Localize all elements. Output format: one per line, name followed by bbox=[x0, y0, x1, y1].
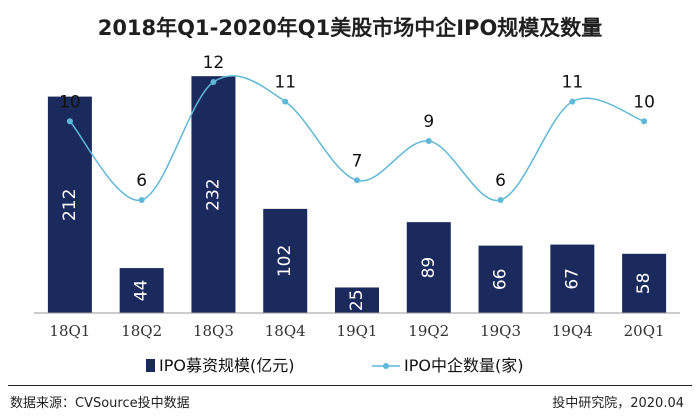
line-point bbox=[354, 177, 360, 184]
source-note: 数据来源：CVSource投中数据 bbox=[10, 396, 190, 411]
bar bbox=[406, 222, 451, 313]
legend-line-label: IPO中企数量(家) bbox=[404, 356, 523, 375]
line-value-label: 9 bbox=[423, 112, 434, 132]
bar bbox=[119, 268, 164, 313]
bar-value-label: 67 bbox=[562, 268, 582, 290]
x-tick-label: 19Q4 bbox=[552, 322, 593, 340]
line-value-label: 6 bbox=[136, 171, 147, 191]
x-tick-label: 18Q2 bbox=[121, 322, 162, 340]
bar-value-label: 212 bbox=[60, 189, 80, 221]
bar-value-label: 25 bbox=[347, 289, 367, 311]
line-value-labels: 10 6 12 11 7 9 6 11 10 bbox=[59, 53, 655, 191]
bar-value-labels: 212 44 232 102 25 89 66 67 58 bbox=[60, 178, 654, 311]
bar-value-label: 232 bbox=[203, 178, 223, 210]
bar bbox=[478, 245, 523, 313]
line-value-label: 11 bbox=[562, 73, 584, 93]
line-point bbox=[425, 137, 432, 144]
bar bbox=[263, 208, 308, 313]
bar-series bbox=[47, 76, 667, 314]
line-point bbox=[138, 196, 145, 203]
line-value-label: 11 bbox=[274, 73, 296, 93]
bar bbox=[550, 244, 595, 313]
line-point bbox=[497, 196, 504, 203]
bar bbox=[47, 96, 92, 313]
bar-value-label: 44 bbox=[132, 280, 152, 302]
x-tick-label: 18Q3 bbox=[193, 322, 234, 340]
x-tick-label: 18Q4 bbox=[265, 322, 306, 340]
line-point bbox=[282, 98, 289, 105]
chart-title: 2018年Q1-2020年Q1美股市场中企IPO规模及数量 bbox=[97, 16, 603, 40]
line-value-label: 12 bbox=[203, 53, 225, 73]
line-value-label: 7 bbox=[352, 151, 363, 171]
line-value-label: 6 bbox=[495, 171, 506, 191]
legend-bar-label: IPO募资规模(亿元) bbox=[159, 356, 294, 375]
line-point bbox=[641, 118, 648, 125]
bar-value-label: 102 bbox=[275, 245, 295, 277]
x-tick-label: 18Q1 bbox=[49, 322, 90, 340]
bar bbox=[191, 76, 236, 314]
x-tick-label: 19Q2 bbox=[408, 322, 449, 340]
line-point bbox=[66, 118, 73, 125]
x-tick-labels: 18Q1 18Q2 18Q3 18Q4 19Q1 19Q2 19Q3 19Q4 20Q1 bbox=[49, 322, 664, 340]
footer-divider bbox=[8, 385, 692, 386]
line-value-label: 10 bbox=[59, 92, 81, 112]
bar bbox=[622, 253, 667, 313]
line-points bbox=[66, 78, 648, 203]
legend-bar-swatch bbox=[146, 359, 155, 372]
credit-note: 投中研究院，2020.04 bbox=[552, 396, 684, 411]
line-value-label: 10 bbox=[633, 92, 655, 112]
x-tick-label: 20Q1 bbox=[624, 322, 665, 340]
bar-value-label: 89 bbox=[419, 257, 439, 279]
legend-line-marker bbox=[383, 363, 389, 369]
line-point bbox=[210, 78, 217, 85]
bar-value-label: 58 bbox=[634, 273, 654, 295]
line-point bbox=[569, 98, 576, 105]
x-tick-label: 19Q3 bbox=[480, 322, 521, 340]
bar bbox=[335, 287, 379, 313]
legend: IPO募资规模(亿元) IPO中企数量(家) bbox=[146, 356, 523, 375]
bar-value-label: 66 bbox=[491, 268, 511, 290]
x-tick-label: 19Q1 bbox=[337, 322, 378, 340]
